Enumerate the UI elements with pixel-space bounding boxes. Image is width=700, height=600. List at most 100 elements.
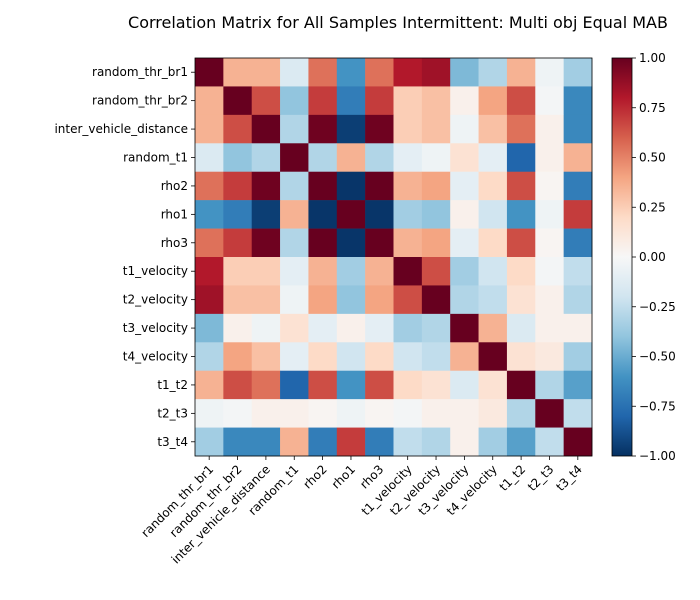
heatmap-cell (506, 58, 536, 87)
heatmap-cell (421, 313, 451, 343)
y-tick-label: t1_velocity (123, 264, 188, 278)
y-tick-label: random_thr_br1 (92, 65, 188, 79)
heatmap-cell (421, 228, 451, 258)
x-tick-label: t3_t4 (553, 462, 585, 494)
heatmap-cell (535, 285, 564, 315)
heatmap-cell (478, 399, 508, 428)
heatmap-cell (535, 86, 564, 116)
heatmap-cell (223, 399, 253, 428)
heatmap-cell (450, 200, 479, 229)
heatmap-cell (563, 200, 593, 229)
heatmap-cell (308, 342, 338, 372)
heatmap-cell (336, 58, 366, 87)
heatmap-cell (251, 370, 281, 400)
x-tick-label: rho2 (301, 462, 330, 491)
colorbar-tick-label: 1.00 (639, 51, 666, 65)
heatmap-cell (308, 143, 338, 173)
heatmap-cell (478, 114, 508, 144)
heatmap-cell (251, 313, 281, 343)
heatmap-cell (336, 313, 366, 343)
heatmap-cell (535, 171, 564, 201)
heatmap-cell (223, 313, 253, 343)
heatmap-cell (195, 370, 224, 400)
heatmap-cell (365, 427, 394, 457)
heatmap-cell (393, 285, 423, 315)
x-tick-label: t1_t2 (497, 462, 529, 494)
colorbar-tick-label: −0.25 (639, 300, 676, 314)
plot-frame (194, 57, 593, 457)
colorbar-tick-label: 0.00 (639, 250, 666, 264)
heatmap-cell (535, 143, 564, 173)
heatmap-cell (223, 342, 253, 372)
heatmap-cell (393, 200, 423, 229)
heatmap-cell (280, 86, 309, 116)
heatmap-cell (223, 143, 253, 173)
colorbar-tick-label: −0.50 (639, 350, 676, 364)
heatmap-cell (393, 171, 423, 201)
heatmap-cell (393, 114, 423, 144)
heatmap-cell (421, 370, 451, 400)
heatmap-cell (478, 342, 508, 372)
heatmap-cell (280, 228, 309, 258)
heatmap-cell (393, 399, 423, 428)
heatmap-cell (563, 427, 593, 457)
heatmap-cell (280, 58, 309, 87)
heatmap-cell (450, 143, 479, 173)
heatmap-cell (563, 342, 593, 372)
heatmap-cell (223, 86, 253, 116)
heatmap-cell (336, 200, 366, 229)
heatmap-cell (563, 285, 593, 315)
heatmap-cell (308, 200, 338, 229)
heatmap-cell (280, 200, 309, 229)
heatmap-cell (251, 58, 281, 87)
heatmap-cell (365, 342, 394, 372)
heatmap-cell (223, 427, 253, 457)
heatmap-cell (195, 228, 224, 258)
heatmap-cell (280, 143, 309, 173)
colorbar-ticks: −1.00 −0.75 −0.50 −0.25 0.00 0.25 0.50 0.75 1.00 (632, 51, 676, 463)
heatmap-cell (336, 143, 366, 173)
heatmap-cell (421, 58, 451, 87)
heatmap-cell (535, 114, 564, 144)
heatmap-cell (336, 86, 366, 116)
heatmap-cell (280, 427, 309, 457)
heatmap-cell (336, 285, 366, 315)
heatmap-cell (223, 58, 253, 87)
heatmap-cell (535, 399, 564, 428)
heatmap-cell (336, 370, 366, 400)
heatmap-cell (421, 86, 451, 116)
heatmap-cell (251, 171, 281, 201)
heatmap-cell (195, 58, 224, 87)
heatmap-cell (393, 257, 423, 286)
heatmap-cell (280, 171, 309, 201)
heatmap-cell (563, 257, 593, 286)
heatmap-cell (421, 427, 451, 457)
heatmap-cell (563, 370, 593, 400)
heatmap-cell (421, 342, 451, 372)
heatmap-cell (365, 285, 394, 315)
heatmap-cell (223, 257, 253, 286)
heatmap-cell (506, 86, 536, 116)
heatmap-cell (450, 399, 479, 428)
y-tick-label: rho3 (161, 236, 188, 250)
x-tick-label: t2_t3 (525, 462, 557, 494)
heatmap-cell (535, 228, 564, 258)
heatmap-cell (506, 313, 536, 343)
heatmap-cell (195, 257, 224, 286)
heatmap-cell (506, 427, 536, 457)
heatmap-cell (478, 285, 508, 315)
heatmap-cell (195, 114, 224, 144)
heatmap-cell (478, 313, 508, 343)
heatmap-cell (421, 143, 451, 173)
heatmap-cell (195, 427, 224, 457)
heatmap-cell (195, 200, 224, 229)
heatmap-cell (478, 427, 508, 457)
heatmap-cell (365, 257, 394, 286)
heatmap-cell (506, 228, 536, 258)
heatmap-cell (223, 200, 253, 229)
y-tick-label: t2_t3 (157, 406, 188, 420)
y-tick-label: t1_t2 (157, 378, 188, 392)
heatmap-cell (195, 342, 224, 372)
heatmap-cell (365, 114, 394, 144)
x-axis-ticks: random_thr_br1random_thr_br2inter_vehicl… (139, 456, 585, 567)
